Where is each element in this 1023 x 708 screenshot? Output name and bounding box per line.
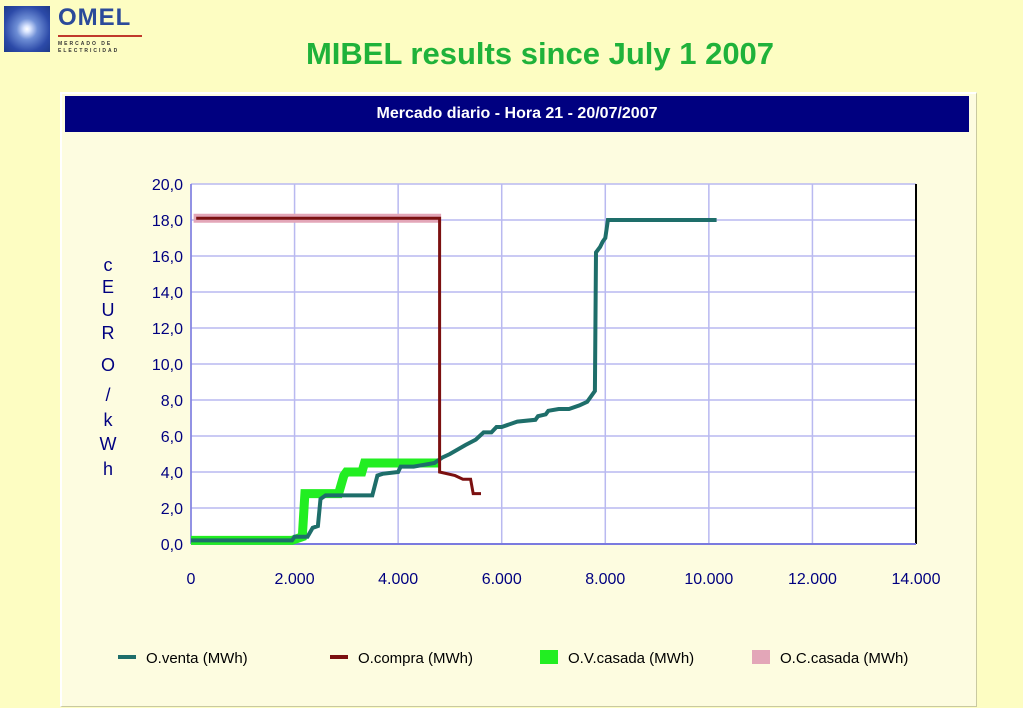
chart-title: Mercado diario - Hora 21 - 20/07/2007 (65, 96, 969, 132)
y-tick-label: 2,0 (161, 501, 183, 518)
legend-label: O.C.casada (MWh) (780, 650, 908, 667)
x-tick-label: 6.000 (482, 571, 522, 588)
omel-logo: OMEL MERCADO DE ELECTRICIDAD (4, 4, 154, 56)
legend-label: O.V.casada (MWh) (568, 650, 694, 667)
y-tick-label: 20,0 (152, 177, 183, 194)
x-tick-label: 2.000 (275, 571, 315, 588)
y-axis-label-char: / (105, 385, 111, 405)
x-tick-label: 8.000 (585, 571, 625, 588)
y-tick-label: 4,0 (161, 465, 183, 482)
x-tick-label: 0 (187, 571, 196, 588)
y-axis-label-char: W (99, 434, 117, 454)
y-axis-label-char: O (100, 355, 115, 375)
y-tick-label: 8,0 (161, 393, 183, 410)
y-tick-label: 14,0 (152, 285, 183, 302)
legend-label: O.compra (MWh) (358, 650, 473, 667)
x-tick-label: 10.000 (684, 571, 733, 588)
y-axis-label-char: R (101, 323, 115, 343)
y-axis-label-char: E (101, 277, 114, 297)
logo-underline (58, 35, 142, 37)
logo-word: OMEL (58, 4, 132, 31)
y-axis-label-char: h (102, 459, 113, 479)
y-tick-label: 16,0 (152, 249, 183, 266)
y-tick-label: 0,0 (161, 537, 183, 554)
y-axis-label-char: c (103, 255, 113, 275)
x-tick-label: 14.000 (892, 571, 941, 588)
logo-subtitle-2: ELECTRICIDAD (58, 48, 120, 54)
series-line-1 (196, 216, 481, 496)
x-tick-label: 12.000 (788, 571, 837, 588)
legend-label: O.venta (MWh) (146, 650, 248, 667)
y-axis-label-char: U (101, 300, 115, 320)
y-tick-label: 18,0 (152, 213, 183, 230)
x-tick-label: 4.000 (378, 571, 418, 588)
series-line-0 (191, 218, 717, 543)
y-tick-label: 6,0 (161, 429, 183, 446)
y-tick-label: 12,0 (152, 321, 183, 338)
y-tick-label: 10,0 (152, 357, 183, 374)
legend-swatch (540, 650, 558, 664)
logo-subtitle-1: MERCADO DE (58, 41, 113, 47)
y-axis-label-char: k (103, 410, 113, 430)
omel-emblem (4, 6, 50, 52)
page-title: MIBEL results since July 1 2007 (305, 36, 775, 71)
legend-swatch (752, 650, 770, 664)
